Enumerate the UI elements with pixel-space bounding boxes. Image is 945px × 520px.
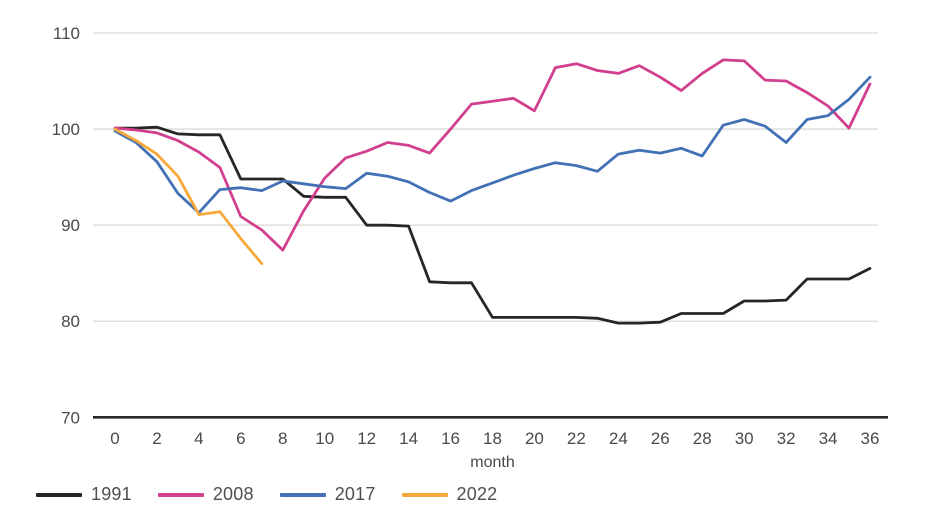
y-axis-label-80: 80 bbox=[61, 312, 80, 331]
chart-legend: 1991 2008 2017 2022 bbox=[36, 484, 945, 505]
legend-swatch-2017 bbox=[279, 492, 326, 497]
x-axis-label-30: 30 bbox=[735, 429, 754, 448]
x-axis-label-14: 14 bbox=[399, 429, 418, 448]
x-axis-label-16: 16 bbox=[441, 429, 460, 448]
series-line-2017 bbox=[113, 75, 872, 215]
x-axis-label-28: 28 bbox=[693, 429, 712, 448]
y-axis-label-70: 70 bbox=[61, 408, 80, 427]
x-axis-label-36: 36 bbox=[861, 429, 880, 448]
y-axis-label-110: 110 bbox=[53, 24, 80, 43]
y-axis-label-90: 90 bbox=[61, 216, 80, 235]
x-axis-label-20: 20 bbox=[525, 429, 544, 448]
legend-swatch-2008 bbox=[157, 492, 204, 497]
legend-label-1991: 1991 bbox=[91, 484, 132, 504]
legend-label-2008: 2008 bbox=[212, 484, 254, 504]
x-axis-label-22: 22 bbox=[567, 429, 586, 448]
x-axis-label-24: 24 bbox=[609, 429, 628, 448]
x-axis-label-6: 6 bbox=[236, 429, 245, 448]
legend-item-2008: 2008 bbox=[157, 484, 254, 505]
series-line-2022 bbox=[113, 127, 264, 266]
legend-item-2017: 2017 bbox=[279, 484, 376, 505]
x-axis-label-32: 32 bbox=[777, 429, 796, 448]
series-line-1991 bbox=[113, 125, 872, 325]
legend-swatch-2022 bbox=[401, 492, 448, 497]
legend-label-2017: 2017 bbox=[334, 484, 376, 504]
legend-swatch-1991 bbox=[36, 492, 82, 497]
legend-label-2022: 2022 bbox=[456, 484, 498, 504]
series-line-2008 bbox=[113, 58, 872, 252]
x-axis-label-26: 26 bbox=[651, 429, 670, 448]
x-axis-label-0: 0 bbox=[110, 429, 119, 448]
x-axis-label-10: 10 bbox=[315, 429, 334, 448]
x-axis-label-8: 8 bbox=[278, 429, 287, 448]
x-axis-label-18: 18 bbox=[483, 429, 502, 448]
y-axis-label-100: 100 bbox=[52, 120, 80, 139]
legend-item-1991: 1991 bbox=[36, 484, 132, 505]
x-axis-title: month bbox=[470, 454, 515, 471]
x-axis-label-4: 4 bbox=[194, 429, 203, 448]
x-axis-label-2: 2 bbox=[152, 429, 161, 448]
x-axis-label-12: 12 bbox=[357, 429, 376, 448]
legend-item-2022: 2022 bbox=[401, 484, 498, 505]
x-axis-label-34: 34 bbox=[819, 429, 838, 448]
